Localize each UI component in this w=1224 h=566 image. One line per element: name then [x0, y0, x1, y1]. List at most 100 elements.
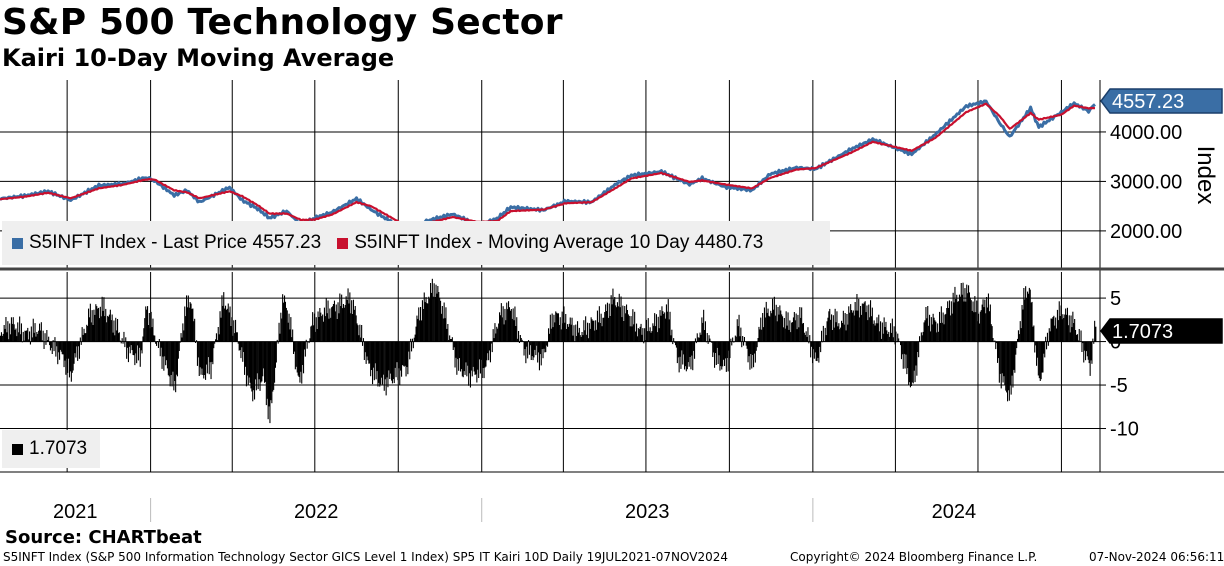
kairi-bar: [246, 341, 248, 376]
kairi-bar: [418, 307, 420, 342]
kairi-bar: [24, 330, 26, 342]
kairi-bar: [343, 307, 345, 342]
kairi-bar: [1018, 334, 1020, 342]
kairi-bar: [64, 341, 66, 361]
kairi-bar: [51, 341, 53, 354]
legend-swatch-red: [337, 237, 349, 249]
kairi-bar: [261, 341, 263, 382]
kairi-bar: [1041, 341, 1043, 373]
source-label: Source: CHARTbeat: [5, 527, 202, 548]
kairi-bar: [304, 341, 306, 357]
kairi-bar: [420, 320, 422, 342]
kairi-bar: [666, 311, 668, 342]
kairi-bar: [979, 311, 981, 342]
legend-item-moving-average: S5INFT Index - Moving Average 10 Day 448…: [337, 232, 763, 254]
kairi-bar: [648, 331, 650, 342]
kairi-bar: [831, 330, 833, 342]
kairi-bar: [213, 341, 215, 349]
kairi-bar: [821, 341, 823, 343]
kairi-bar: [731, 341, 733, 346]
kairi-bar: [636, 336, 638, 342]
kairi-bar: [938, 331, 940, 342]
kairi-bar: [30, 326, 32, 342]
kairi-bar: [1007, 341, 1009, 402]
kairi-bar: [154, 335, 156, 342]
kairi-bar: [956, 294, 958, 342]
y-tick-label: 2000.00: [1110, 221, 1182, 243]
kairi-bar: [779, 305, 781, 342]
kairi-bar: [240, 341, 242, 359]
kairi-bar: [562, 323, 564, 342]
kairi-bar: [942, 312, 944, 342]
kairi-bar: [474, 341, 476, 375]
kairi-bar: [672, 341, 674, 345]
kairi-bar: [284, 295, 286, 342]
kairi-bar: [37, 334, 39, 342]
kairi-bar: [597, 322, 599, 342]
kairi-bar: [643, 341, 645, 344]
kairi-bar: [1052, 317, 1054, 342]
kairi-bar: [694, 341, 696, 359]
kairi-bar: [679, 341, 681, 357]
kairi-bar: [57, 341, 59, 365]
kairi-bar: [287, 322, 289, 342]
kairi-bar: [126, 341, 128, 359]
kairi-bar: [686, 341, 688, 370]
kairi-bar: [36, 332, 38, 342]
kairi-bar: [491, 341, 493, 353]
kairi-bar: [762, 313, 764, 342]
kairi-bar: [142, 336, 144, 342]
kairi-bar: [912, 341, 914, 384]
kairi-bar: [588, 323, 590, 342]
kairi-bar: [1009, 341, 1011, 386]
kairi-bar: [308, 341, 310, 344]
kairi-bar: [285, 307, 287, 342]
kairi-bar: [348, 303, 350, 342]
kairi-bar: [664, 312, 666, 342]
kairi-bar: [460, 341, 462, 372]
kairi-bar: [356, 323, 358, 342]
kairi-bar: [200, 341, 202, 375]
kairi-bar: [578, 327, 580, 342]
kairi-bar: [753, 341, 755, 354]
kairi-bar: [558, 325, 560, 342]
kairi-bar: [1054, 325, 1056, 342]
kairi-bar: [150, 311, 152, 342]
kairi-bar: [560, 329, 562, 342]
kairi-bar: [804, 335, 806, 342]
kairi-bar: [55, 341, 57, 357]
moving-average-line: [0, 102, 1096, 228]
kairi-bar: [506, 302, 508, 342]
kairi-bar: [297, 341, 299, 376]
kairi-bar: [618, 293, 620, 342]
kairi-bar: [540, 341, 542, 366]
kairi-bar: [391, 341, 393, 384]
kairi-bar: [610, 295, 612, 342]
kairi-bar: [233, 320, 235, 342]
kairi-bar: [581, 332, 583, 342]
kairi-bar: [781, 314, 783, 342]
price-last-value-tag-shape: [1100, 88, 1223, 114]
kairi-bar: [20, 323, 22, 342]
kairi-bar: [470, 341, 472, 371]
kairi-bar: [1002, 341, 1004, 383]
kairi-bar: [531, 341, 533, 357]
kairi-bar: [704, 330, 706, 342]
kairi-bar: [796, 329, 798, 342]
kairi-bar: [713, 341, 715, 353]
kairi-bar: [1036, 341, 1038, 366]
kairi-bar: [1034, 341, 1036, 353]
kairi-bar: [241, 341, 243, 348]
kairi-bar: [489, 341, 491, 351]
kairi-bar: [1095, 326, 1097, 342]
kairi-bar: [786, 325, 788, 342]
kairi-bar: [88, 308, 90, 342]
kairi-bar: [520, 338, 522, 342]
kairi-bar: [930, 317, 932, 342]
kairi-bar: [961, 294, 963, 342]
kairi-bar: [284, 301, 286, 342]
kairi-bar: [1050, 318, 1052, 342]
kairi-bar: [232, 335, 234, 342]
kairi-bar: [442, 318, 444, 342]
kairi-bar: [790, 332, 792, 342]
